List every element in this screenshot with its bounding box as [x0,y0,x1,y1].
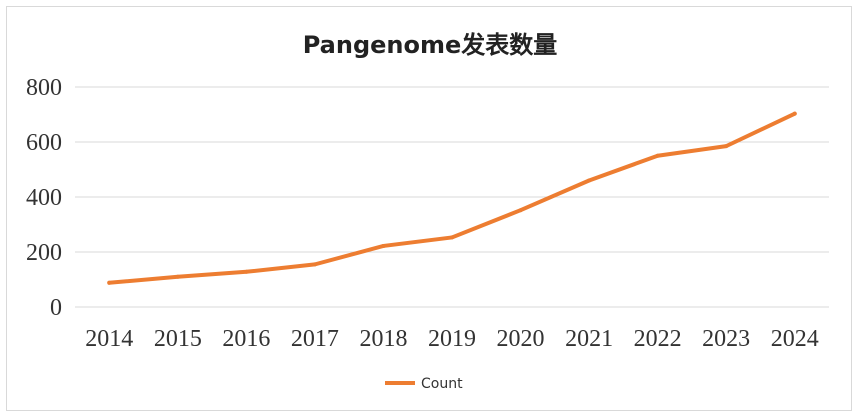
chart-title: Pangenome发表数量 [302,31,558,59]
data-point [244,269,249,274]
data-point [381,243,386,248]
x-tick-label: 2016 [222,326,270,352]
x-tick-label: 2019 [428,326,476,352]
series-line-count [107,111,797,285]
x-tick-label: 2018 [359,326,407,352]
legend: Count [385,376,463,392]
data-point [724,144,729,149]
y-axis-ticks: 0 200 400 600 800 [26,75,62,321]
chart-frame: Pangenome发表数量 0 200 400 600 800 2014 2015 2016… [6,6,852,411]
data-point [450,235,454,240]
x-axis-ticks: 2014 2015 2016 2017 2018 2019 2020 2021 2022 2023… [85,326,818,352]
y-tick-label: 200 [26,240,62,266]
x-tick-label: 2021 [565,326,613,352]
y-tick-label: 800 [26,75,62,101]
data-point [587,178,592,183]
data-point [107,280,112,285]
data-point [175,274,180,279]
x-tick-label: 2015 [154,326,202,352]
gridlines [75,86,829,308]
x-tick-label: 2014 [85,326,133,352]
x-tick-label: 2023 [702,326,750,352]
legend-label: Count [421,376,463,392]
x-tick-label: 2024 [771,326,819,352]
data-point [655,153,660,158]
x-tick-label: 2020 [497,326,545,352]
y-tick-label: 400 [26,185,62,211]
x-tick-label: 2022 [634,326,682,352]
data-point [518,208,523,213]
y-tick-label: 600 [26,130,62,156]
series-lines [107,111,797,285]
x-tick-label: 2017 [291,326,339,352]
data-point [792,111,797,116]
y-tick-label: 0 [50,295,62,321]
data-point [312,262,317,267]
